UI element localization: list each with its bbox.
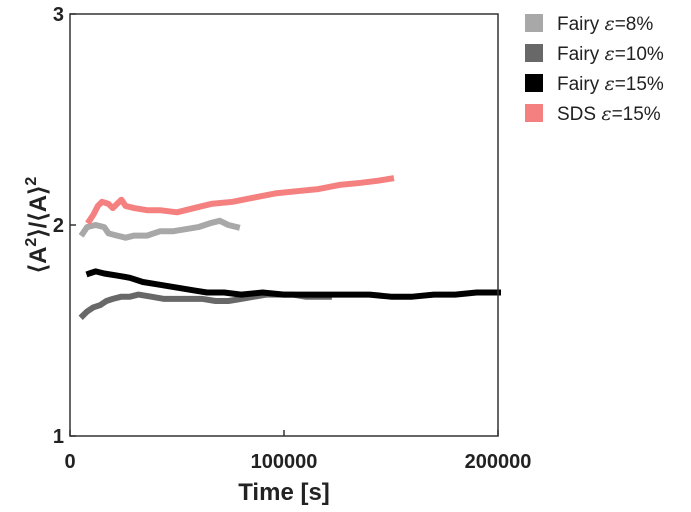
legend-swatch-2 [525,44,543,62]
y-label-mid: ⟩/⟨A⟩ [25,186,52,238]
x-tick-label-2: 100000 [251,451,318,473]
legend: Fairy ε=8% Fairy ε=10% Fairy ε=15% SDS ε=15… [525,13,664,125]
y-axis-label: ⟨A2⟩/⟨A⟩2 [23,177,52,274]
x-axis-label: Time [s] [238,479,330,506]
x-tick-label-3: 200000 [465,451,532,473]
legend-swatch-3 [525,74,543,92]
y-tick-label-1: 1 [53,426,64,448]
series-line-1 [78,217,241,241]
y-tick-label-3: 3 [53,4,64,26]
series-layer [78,175,501,320]
y-label-sup2: 2 [23,177,40,186]
series-line-3 [85,268,501,300]
legend-label-3: Fairy ε=15% [557,73,664,95]
legend-label-1: Fairy ε=8% [557,13,653,35]
y-tick-label-2: 2 [53,215,64,237]
axes-box [69,13,499,437]
tick-layer: 0 100000 200000 1 2 3 [53,4,532,473]
y-label-open: ⟨A [25,247,52,274]
legend-label-4: SDS ε=15% [557,103,661,125]
svg-text:⟨A2⟩/⟨A⟩2: ⟨A2⟩/⟨A⟩2 [23,177,52,274]
legend-swatch-4 [525,104,543,122]
series-line-4 [85,175,395,225]
legend-label-2: Fairy ε=10% [557,43,664,65]
legend-swatch-1 [525,14,543,32]
x-tick-label-1: 0 [64,451,75,473]
y-label-sup1: 2 [23,238,40,247]
series-line-2 [78,291,332,320]
